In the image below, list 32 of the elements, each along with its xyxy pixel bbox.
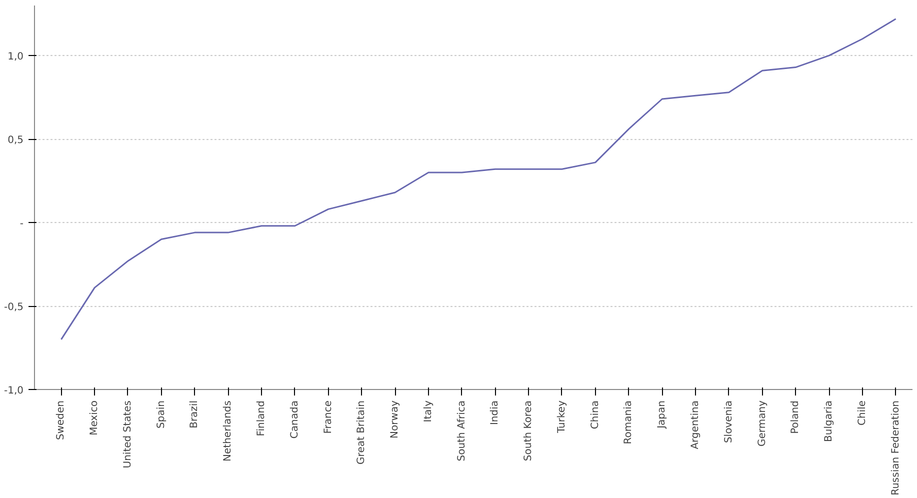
y-tick-label: 1,0 xyxy=(8,52,24,63)
x-tick-label: Turkey xyxy=(556,400,568,434)
x-tick-label: Sweden xyxy=(56,400,67,440)
x-tick-label: Canada xyxy=(289,400,300,439)
y-tick-label: - xyxy=(20,218,24,230)
x-tick-label: Italy xyxy=(422,400,434,422)
x-tick-label: Germany xyxy=(756,400,768,446)
x-tick-label: Brazil xyxy=(189,400,200,428)
x-tick-label: Poland xyxy=(790,400,802,434)
x-tick-label: Norway xyxy=(390,400,401,438)
x-tick-label: Great Britain xyxy=(356,400,368,464)
x-tick-label: China xyxy=(590,400,601,430)
y-tick-label: -1,0 xyxy=(4,386,24,396)
x-tick-label: Mexico xyxy=(89,400,100,436)
x-tick-label: Japan xyxy=(656,400,668,430)
x-tick-label: Finland xyxy=(256,400,268,436)
y-tick-label: -0,5 xyxy=(4,302,24,314)
x-tick-label: Romania xyxy=(623,400,634,444)
x-tick-label: United States xyxy=(122,400,134,468)
x-tick-label: Slovenia xyxy=(723,400,734,444)
y-tick-label: 0,5 xyxy=(8,135,24,146)
x-tick-label: Spain xyxy=(156,400,167,428)
x-tick-label: Netherlands xyxy=(222,400,234,462)
x-tick-label: India xyxy=(490,400,501,426)
x-tick-label: South Africa xyxy=(456,400,468,462)
x-tick-label: South Korea xyxy=(523,400,534,462)
x-tick-label: Chile xyxy=(856,400,868,426)
x-tick-label: Russian Federation xyxy=(890,400,902,496)
x-tick-label: Bulgaria xyxy=(824,400,835,442)
line-series xyxy=(60,18,897,340)
x-tick-label: Argentina xyxy=(690,400,702,450)
x-tick-label: France xyxy=(322,400,334,434)
